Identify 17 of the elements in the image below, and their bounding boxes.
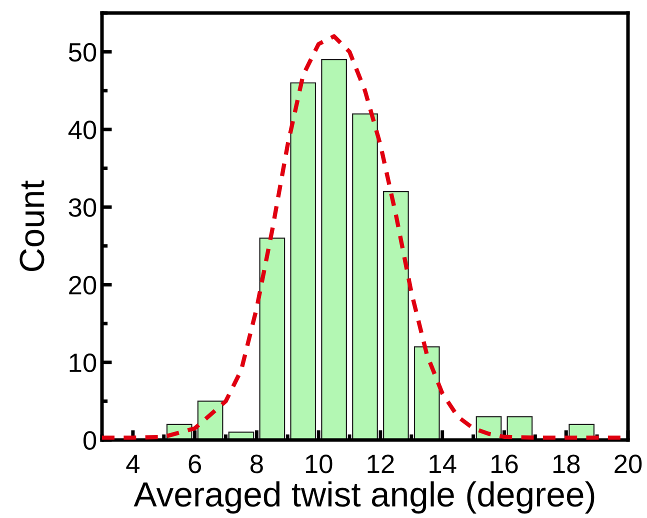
x-tick-label: 18	[553, 454, 580, 474]
x-axis-title: Averaged twist angle (degree)	[134, 481, 594, 514]
x-tick-label: 6	[188, 454, 201, 474]
x-tick-label: 20	[614, 454, 642, 474]
y-tick-label: 0	[83, 431, 96, 450]
x-tick-label: 4	[126, 454, 140, 474]
x-tick-label: 12	[368, 454, 394, 474]
x-tick-label: 14	[430, 454, 456, 474]
y-tick-label: 40	[68, 120, 96, 140]
x-tick-label: 10	[306, 454, 332, 474]
y-axis-title: Count	[20, 180, 44, 272]
y-tick-label: 10	[70, 354, 96, 372]
x-tick-label: 8	[250, 454, 263, 474]
y-tick-label: 20	[69, 276, 96, 295]
y-tick-label: 30	[68, 198, 96, 217]
y-tick-label: 50	[68, 42, 96, 62]
x-tick-label: 16	[492, 454, 518, 474]
